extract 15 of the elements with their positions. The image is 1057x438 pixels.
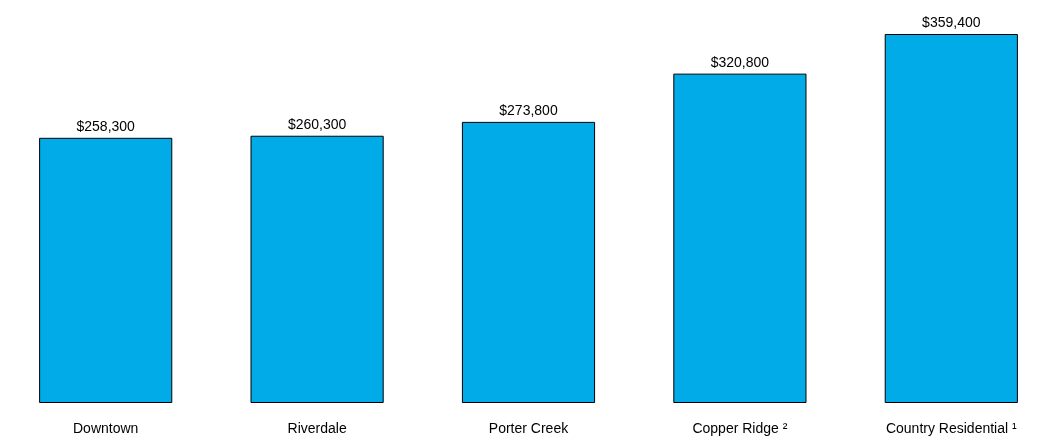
bar xyxy=(461,121,596,403)
data-label: $359,400 xyxy=(922,14,981,30)
x-tick-label: Country Residential ¹ xyxy=(885,420,1017,436)
bar xyxy=(250,135,384,403)
data-label: $273,800 xyxy=(499,101,558,118)
bar xyxy=(884,34,1018,403)
x-tick-label: Riverdale xyxy=(287,420,347,436)
x-tick-label: Downtown xyxy=(73,420,139,436)
x-tick-label: Porter Creek xyxy=(488,420,570,436)
data-label: $320,800 xyxy=(710,53,770,70)
x-tick-label: Copper Ridge ² xyxy=(692,420,788,436)
data-label: $260,300 xyxy=(287,115,347,132)
bar xyxy=(39,137,173,403)
bar xyxy=(673,73,807,403)
data-label: $258,300 xyxy=(76,117,136,134)
